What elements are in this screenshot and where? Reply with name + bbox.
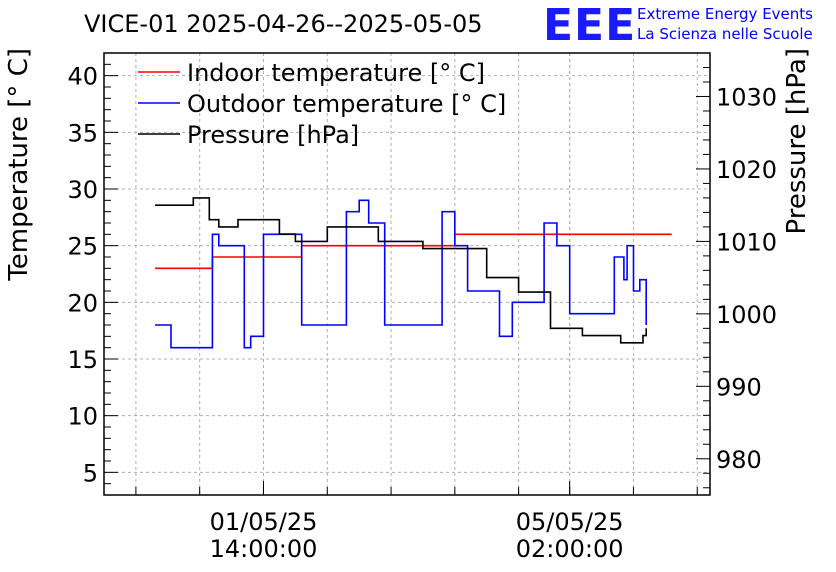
grid-lines xyxy=(104,53,710,495)
x-tick-label-time: 14:00:00 xyxy=(210,535,318,563)
brand-line-1: Extreme Energy Events xyxy=(637,5,813,23)
eee-logo: EEE xyxy=(543,0,636,51)
y2-tick-label: 1010 xyxy=(716,228,777,256)
x-tick-label-time: 02:00:00 xyxy=(516,535,624,563)
series-line-1 xyxy=(155,199,647,349)
y-tick-label: 5 xyxy=(83,459,98,487)
y2-tick-label: 990 xyxy=(716,373,762,401)
series-line-2 xyxy=(155,197,647,344)
axes-layer: 5 10 15 20 25 30 35 40 980 990 1000 1010 1020 1030 01/… xyxy=(67,52,777,563)
y-tick-label: 25 xyxy=(67,233,98,261)
y2-tick-label: 1020 xyxy=(716,156,777,184)
legend-label-0: Indoor temperature [° C] xyxy=(187,59,485,87)
y-tick-label: 15 xyxy=(67,346,98,374)
x-tick-label-date: 01/05/25 xyxy=(210,508,318,536)
plot-frame xyxy=(103,52,711,496)
y2-axis-label: Pressure [hPa] xyxy=(782,48,812,235)
y-tick-label: 35 xyxy=(67,119,98,147)
y2-tick-label: 1000 xyxy=(716,301,777,329)
series-layer xyxy=(155,197,672,349)
y-tick-label: 40 xyxy=(67,63,98,91)
y2-tick-label: 1030 xyxy=(716,83,777,111)
y-tick-label: 20 xyxy=(67,289,98,317)
legend-label-2: Pressure [hPa] xyxy=(187,121,359,149)
legend-label-1: Outdoor temperature [° C] xyxy=(187,90,506,118)
eee-logo-text: EEE xyxy=(543,0,636,51)
y2-tick-label: 980 xyxy=(716,446,762,474)
brand-line-2: La Scienza nelle Scuole xyxy=(637,25,813,43)
legend: Indoor temperature [° C] Outdoor temperat… xyxy=(138,59,506,149)
y-tick-label: 10 xyxy=(67,403,98,431)
chart-title: VICE-01 2025-04-26--2025-05-05 xyxy=(84,10,483,38)
x-tick-label-date: 05/05/25 xyxy=(516,508,624,536)
y-tick-label: 30 xyxy=(67,176,98,204)
y-axis-label: Temperature [° C] xyxy=(4,48,34,282)
